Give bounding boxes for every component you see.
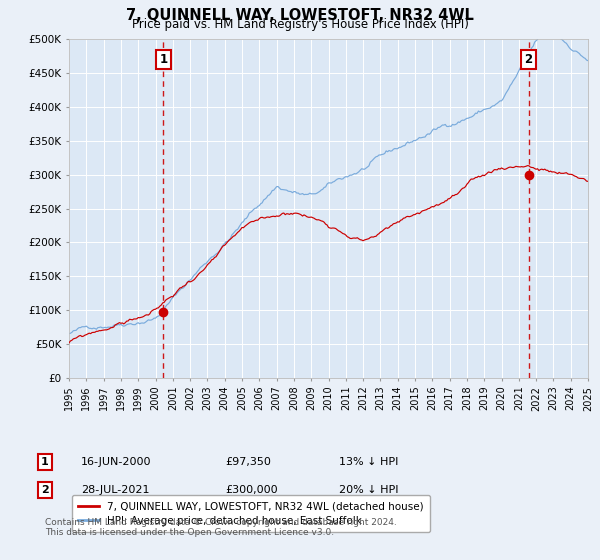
Text: 7, QUINNELL WAY, LOWESTOFT, NR32 4WL: 7, QUINNELL WAY, LOWESTOFT, NR32 4WL	[126, 8, 474, 24]
Text: 2: 2	[41, 485, 49, 495]
Text: 13% ↓ HPI: 13% ↓ HPI	[339, 457, 398, 467]
Legend: 7, QUINNELL WAY, LOWESTOFT, NR32 4WL (detached house), HPI: Average price, detac: 7, QUINNELL WAY, LOWESTOFT, NR32 4WL (de…	[71, 496, 430, 532]
Text: 1: 1	[160, 53, 167, 66]
Text: £300,000: £300,000	[225, 485, 278, 495]
Text: £97,350: £97,350	[225, 457, 271, 467]
Text: 20% ↓ HPI: 20% ↓ HPI	[339, 485, 398, 495]
Text: 1: 1	[41, 457, 49, 467]
Text: 16-JUN-2000: 16-JUN-2000	[81, 457, 151, 467]
Text: Price paid vs. HM Land Registry's House Price Index (HPI): Price paid vs. HM Land Registry's House …	[131, 18, 469, 31]
Text: 28-JUL-2021: 28-JUL-2021	[81, 485, 149, 495]
Text: Contains HM Land Registry data © Crown copyright and database right 2024.
This d: Contains HM Land Registry data © Crown c…	[45, 518, 397, 538]
Text: 2: 2	[524, 53, 533, 66]
